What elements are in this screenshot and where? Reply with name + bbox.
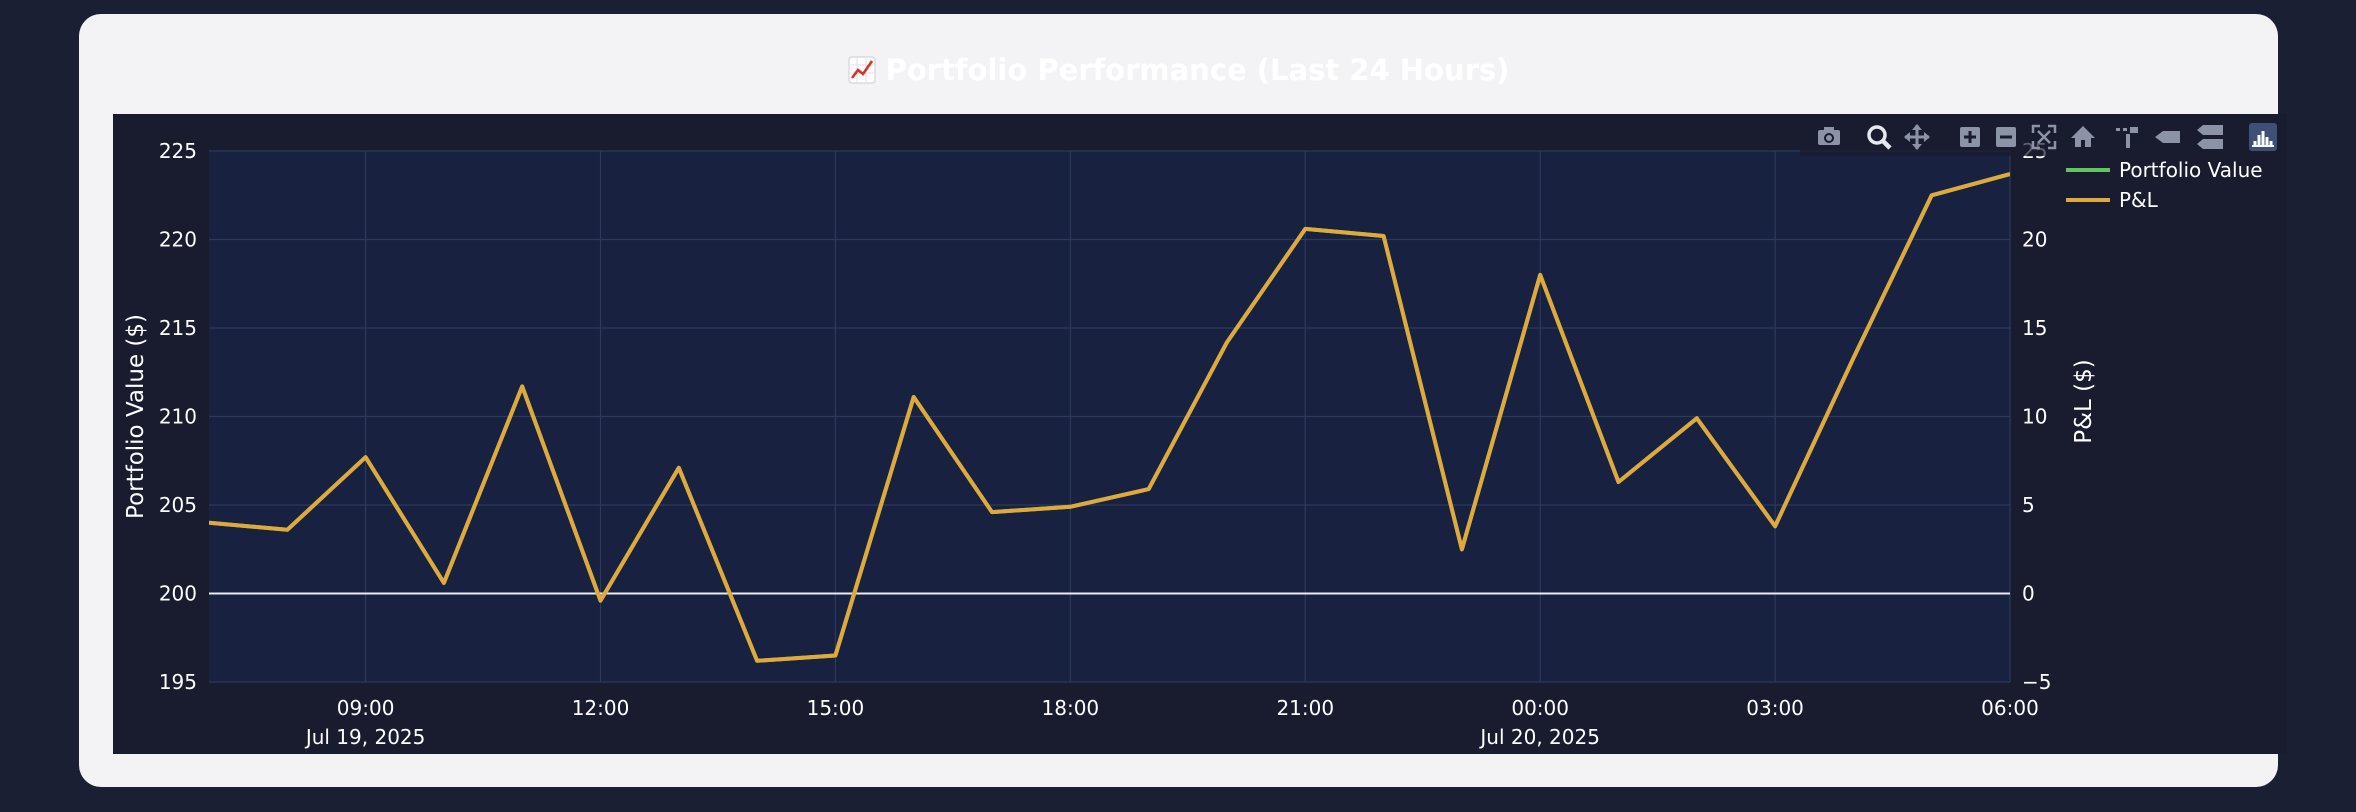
pnl-point[interactable]	[284, 527, 290, 533]
x-tick-label: 03:00	[1746, 696, 1804, 720]
pnl-point[interactable]	[1302, 226, 1308, 232]
pnl-point[interactable]	[911, 394, 917, 400]
legend: Portfolio Value P&L	[2066, 158, 2263, 212]
x-tick-label: 09:00	[337, 696, 395, 720]
y-tick-label: 215	[159, 316, 197, 340]
y2-tick-label: 5	[2022, 493, 2035, 517]
pnl-point[interactable]	[1067, 504, 1073, 510]
pnl-series-line[interactable]	[209, 172, 2010, 663]
y2-tick-label: 0	[2022, 582, 2035, 606]
x-tick-label: 18:00	[1042, 696, 1100, 720]
plot-area[interactable]: 195200205210215220225−5051015202509:00Ju…	[113, 114, 2287, 754]
y2-axis-title: P&L ($)	[2071, 359, 2097, 444]
pnl-point[interactable]	[2007, 171, 2013, 177]
pnl-point[interactable]	[519, 383, 525, 389]
y-tick-label: 225	[159, 139, 197, 163]
pnl-point[interactable]	[1146, 486, 1152, 492]
chart-increasing-icon	[848, 56, 876, 84]
y-axis-title: Portfolio Value ($)	[123, 314, 149, 519]
pnl-point[interactable]	[206, 520, 212, 526]
y-tick-label: 205	[159, 493, 197, 517]
y-tick-label: 220	[159, 228, 197, 252]
x-tick-label: 15:00	[807, 696, 865, 720]
plotly-logo-icon[interactable]	[2247, 121, 2279, 153]
hover-closest-icon[interactable]	[2152, 121, 2184, 153]
camera-icon[interactable]	[1813, 121, 1845, 153]
y2-tick-label: 20	[2022, 228, 2047, 252]
pnl-point[interactable]	[1929, 192, 1935, 198]
y-tick-label: 200	[159, 582, 197, 606]
pnl-point[interactable]	[1850, 355, 1856, 361]
spike-lines-icon[interactable]	[2112, 121, 2144, 153]
pnl-point[interactable]	[832, 652, 838, 658]
chart-title-text: Portfolio Performance (Last 24 Hours)	[885, 53, 1510, 87]
x-tick-label: 06:00	[1981, 696, 2039, 720]
pnl-point[interactable]	[1772, 523, 1778, 529]
zoom-in-icon[interactable]	[1954, 121, 1986, 153]
y-tick-label: 210	[159, 405, 197, 429]
legend-label-portfolio-value[interactable]: Portfolio Value	[2119, 158, 2263, 182]
pnl-point[interactable]	[1615, 479, 1621, 485]
legend-label-pnl[interactable]: P&L	[2119, 188, 2159, 212]
x-tick-label: 00:00	[1511, 696, 1569, 720]
modebar	[1800, 120, 2279, 156]
pnl-point[interactable]	[754, 658, 760, 664]
pnl-point[interactable]	[989, 509, 995, 515]
autoscale-icon[interactable]	[2028, 121, 2060, 153]
y2-tick-label: 15	[2022, 316, 2047, 340]
hover-compare-icon[interactable]	[2194, 121, 2226, 153]
y-tick-label: 195	[159, 670, 197, 694]
y2-tick-label: −5	[2022, 670, 2051, 694]
x-tick-label: 21:00	[1276, 696, 1334, 720]
pnl-point[interactable]	[441, 580, 447, 586]
pan-icon[interactable]	[1901, 121, 1933, 153]
pnl-point[interactable]	[598, 598, 604, 604]
zoom-icon[interactable]	[1863, 121, 1895, 153]
y2-tick-label: 10	[2022, 405, 2047, 429]
home-icon[interactable]	[2067, 121, 2099, 153]
pnl-point[interactable]	[1694, 415, 1700, 421]
zoom-out-icon[interactable]	[1990, 121, 2022, 153]
pnl-point[interactable]	[1459, 546, 1465, 552]
chart-title: Portfolio Performance (Last 24 Hours)	[79, 48, 2278, 92]
x-tick-date-label: Jul 20, 2025	[1478, 725, 1600, 749]
pnl-point[interactable]	[1537, 272, 1543, 278]
x-tick-date-label: Jul 19, 2025	[304, 725, 426, 749]
pnl-point[interactable]	[363, 454, 369, 460]
portfolio-chart[interactable]: 195200205210215220225−5051015202509:00Ju…	[113, 114, 2287, 754]
pnl-point[interactable]	[676, 465, 682, 471]
x-tick-label: 12:00	[572, 696, 630, 720]
pnl-point[interactable]	[1381, 233, 1387, 239]
pnl-point[interactable]	[1224, 339, 1230, 345]
